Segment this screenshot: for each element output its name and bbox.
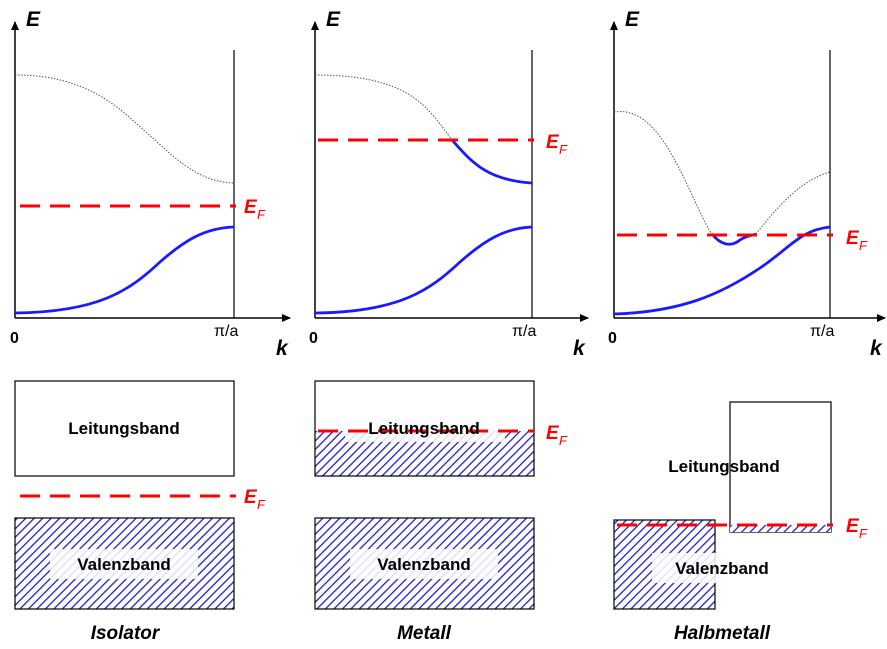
zone-boundary-label: π/a [214, 323, 238, 340]
conduction-band-label: Leitungsband [668, 457, 779, 476]
fermi-level-label: E [546, 132, 560, 153]
valence-band-curve [314, 225, 533, 315]
zone-boundary-label: π/a [810, 323, 834, 340]
fermi-level-subscript: F [859, 238, 868, 253]
metall-band-plot: E 0 π/a k E F [309, 8, 589, 360]
fermi-level-label: E [244, 197, 258, 218]
fermi-level-label: E [546, 423, 560, 444]
conduction-band-box [314, 380, 535, 477]
origin-label: 0 [309, 330, 318, 347]
conduction-band-curve [14, 74, 235, 184]
isolator-band-plot: E 0 π/a k E F [10, 8, 291, 360]
metall-band-diagram: Leitungsband E F Valenzband Metall [314, 380, 568, 644]
fermi-level-subscript: F [257, 207, 266, 222]
conduction-band-occupied-curve [450, 139, 533, 185]
fermi-level-label: E [846, 516, 860, 537]
energy-axis-label: E [326, 8, 341, 31]
halbmetall-band-plot: E 0 π/a k E F [608, 8, 886, 360]
valence-band-label: Valenzband [77, 555, 171, 574]
isolator-band-diagram: Leitungsband E F Valenzband Isolator [14, 380, 266, 644]
conduction-band-upper-curve [314, 74, 453, 141]
valence-band-label-background [350, 549, 498, 579]
conduction-band-label: Leitungsband [368, 419, 479, 438]
fermi-level-subscript: F [257, 497, 266, 512]
zone-boundary-label: π/a [512, 323, 536, 340]
valence-band-label: Valenzband [377, 555, 471, 574]
halbmetall-caption: Halbmetall [674, 623, 771, 644]
isolator-caption: Isolator [91, 623, 161, 644]
conduction-band-box [14, 380, 235, 477]
origin-label: 0 [10, 330, 19, 347]
conduction-band-right-curve [755, 171, 831, 235]
fermi-level-subscript: F [559, 433, 568, 448]
fermi-level-label: E [244, 487, 258, 508]
fermi-level-subscript: F [859, 526, 868, 541]
origin-label: 0 [608, 330, 617, 347]
valence-band-label-background [652, 553, 782, 583]
halbmetall-band-diagram: Leitungsband Valenzband E F Halbmetall [613, 401, 868, 644]
k-axis-label: k [276, 337, 289, 360]
fermi-level-label: E [846, 228, 860, 249]
valence-band-label-background [50, 549, 198, 579]
k-axis-label: k [870, 337, 883, 360]
valence-band-curve [613, 225, 831, 316]
energy-axis-label: E [26, 8, 41, 31]
valence-band-label: Valenzband [675, 559, 769, 578]
valence-band-curve [14, 225, 235, 315]
metall-caption: Metall [397, 623, 452, 644]
energy-axis-label: E [625, 8, 640, 31]
conduction-band-label: Leitungsband [68, 419, 179, 438]
k-axis-label: k [573, 337, 586, 360]
conduction-band-filled-part [730, 525, 831, 532]
conduction-band-box [729, 401, 832, 533]
conduction-band-left-curve [613, 111, 713, 235]
fermi-level-subscript: F [559, 142, 568, 157]
